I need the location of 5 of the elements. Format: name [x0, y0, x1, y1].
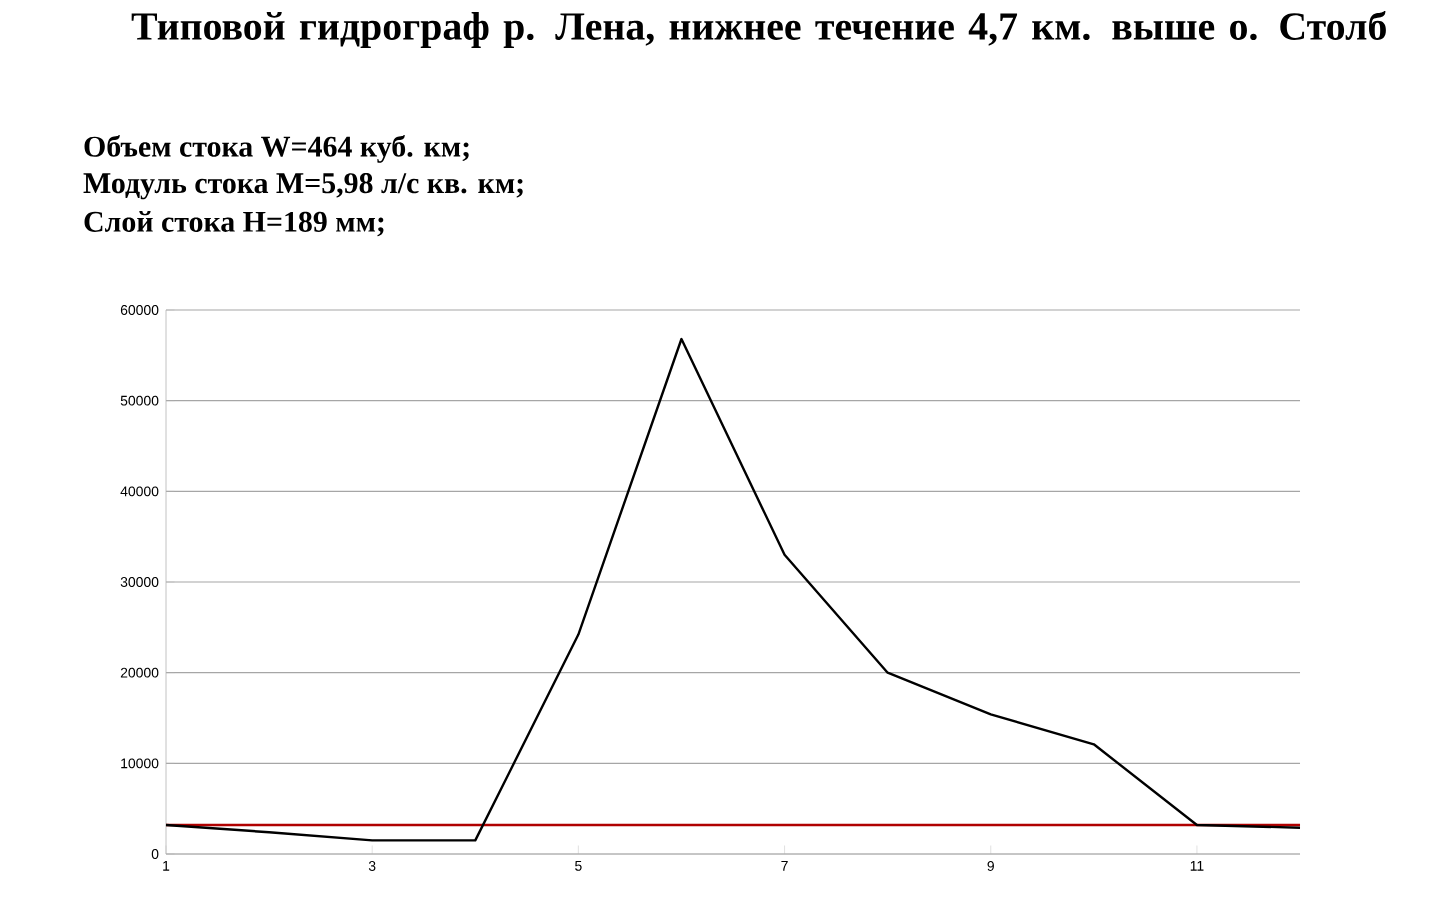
- chart-title: Типовой гидрограф р. Лена, нижнее течение 4,7 км. выше о. Столб: [131, 11, 1386, 49]
- text: Слой стока H=189 мм;: [84, 211, 384, 237]
- text: Объем стока W=464 куб. км;: [84, 135, 469, 163]
- line-series: [164, 337, 1302, 842]
- text: Модуль стока M=5,98 л/с кв. км;: [83, 173, 523, 200]
